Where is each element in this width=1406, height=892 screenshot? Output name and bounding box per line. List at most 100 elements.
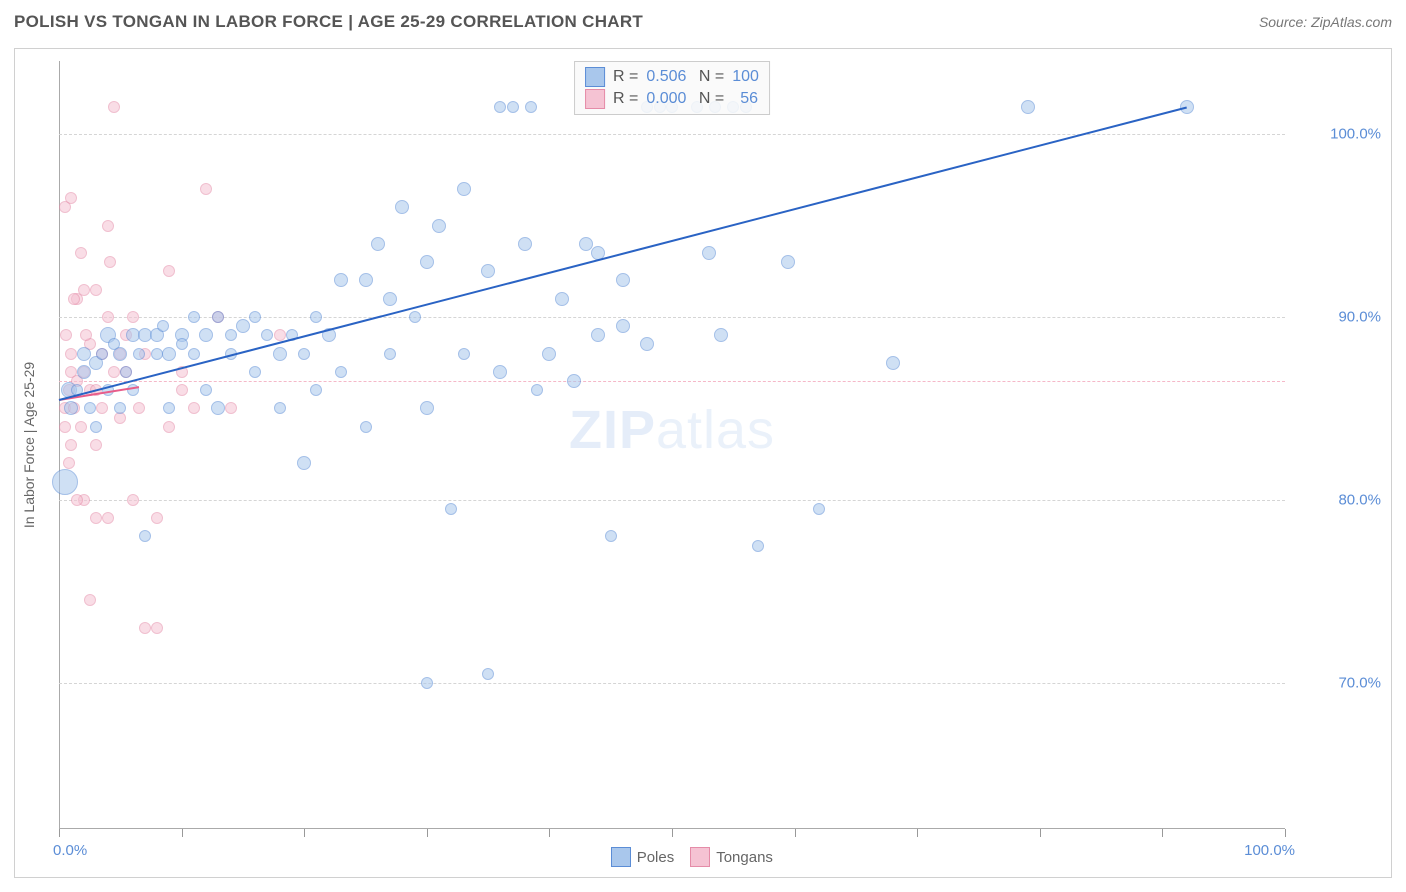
x-tick — [1285, 829, 1286, 837]
swatch-poles — [585, 67, 605, 87]
scatter-point-poles — [781, 255, 795, 269]
header: POLISH VS TONGAN IN LABOR FORCE | AGE 25… — [0, 0, 1406, 44]
scatter-point-poles — [579, 237, 593, 251]
scatter-point-poles — [236, 319, 250, 333]
scatter-point-poles — [77, 365, 91, 379]
scatter-point-poles — [162, 347, 176, 361]
scatter-point-poles — [335, 366, 347, 378]
scatter-point-tongans — [90, 439, 102, 451]
scatter-point-tongans — [108, 101, 120, 113]
scatter-point-poles — [199, 328, 213, 342]
x-tick — [1040, 829, 1041, 837]
scatter-point-tongans — [90, 284, 102, 296]
scatter-point-tongans — [139, 622, 151, 634]
scatter-point-poles — [482, 668, 494, 680]
scatter-point-tongans — [163, 421, 175, 433]
series-legend: Poles Tongans — [611, 847, 773, 867]
y-tick-label: 100.0% — [1330, 126, 1381, 143]
gridline — [59, 500, 1285, 501]
scatter-point-poles — [420, 255, 434, 269]
x-tick — [795, 829, 796, 837]
scatter-point-tongans — [78, 284, 90, 296]
scatter-point-tongans — [102, 512, 114, 524]
x-tick — [59, 829, 60, 837]
scatter-point-poles — [249, 311, 261, 323]
scatter-point-poles — [531, 384, 543, 396]
scatter-point-poles — [261, 329, 273, 341]
scatter-point-poles — [409, 311, 421, 323]
x-tick — [1162, 829, 1163, 837]
scatter-point-tongans — [104, 256, 116, 268]
scatter-point-poles — [139, 530, 151, 542]
scatter-point-tongans — [127, 494, 139, 506]
scatter-point-poles — [211, 401, 225, 415]
scatter-point-tongans — [151, 512, 163, 524]
scatter-point-poles — [525, 101, 537, 113]
scatter-point-poles — [457, 182, 471, 196]
scatter-point-poles — [151, 348, 163, 360]
scatter-point-tongans — [133, 402, 145, 414]
x-tick — [427, 829, 428, 837]
scatter-point-poles — [157, 320, 169, 332]
source-attribution: Source: ZipAtlas.com — [1259, 14, 1392, 30]
x-axis-min-label: 0.0% — [53, 842, 87, 859]
gridline — [59, 317, 1285, 318]
scatter-point-tongans — [90, 512, 102, 524]
scatter-point-poles — [458, 348, 470, 360]
scatter-point-poles — [481, 264, 495, 278]
legend-item-tongans: Tongans — [690, 847, 773, 867]
watermark-bold: ZIP — [569, 400, 656, 460]
gridline — [59, 683, 1285, 684]
legend-n-label: N = — [694, 68, 724, 86]
legend-n-tongans: 56 — [732, 90, 758, 108]
gridline-pink — [59, 381, 1285, 382]
scatter-point-tongans — [127, 311, 139, 323]
plot-border — [59, 61, 1285, 829]
scatter-point-tongans — [80, 329, 92, 341]
scatter-point-tongans — [59, 421, 71, 433]
legend-row-tongans: R = 0.000 N = 56 — [585, 88, 759, 110]
x-tick — [672, 829, 673, 837]
scatter-point-poles — [297, 456, 311, 470]
scatter-point-tongans — [65, 348, 77, 360]
scatter-point-tongans — [60, 329, 72, 341]
scatter-point-tongans — [65, 192, 77, 204]
scatter-point-poles — [298, 348, 310, 360]
scatter-point-tongans — [225, 402, 237, 414]
scatter-point-poles — [96, 348, 108, 360]
scatter-point-poles — [77, 347, 91, 361]
legend-n-label: N = — [694, 90, 724, 108]
scatter-point-poles — [605, 530, 617, 542]
scatter-point-poles — [752, 540, 764, 552]
y-tick-label: 80.0% — [1338, 491, 1381, 508]
scatter-point-tongans — [63, 457, 75, 469]
scatter-point-poles — [542, 347, 556, 361]
scatter-point-poles — [555, 292, 569, 306]
legend-n-poles: 100 — [732, 68, 759, 86]
x-tick — [549, 829, 550, 837]
scatter-point-poles — [334, 273, 348, 287]
scatter-point-poles — [113, 347, 127, 361]
scatter-point-poles — [274, 402, 286, 414]
scatter-point-tongans — [75, 421, 87, 433]
y-tick-label: 90.0% — [1338, 309, 1381, 326]
scatter-point-tongans — [84, 594, 96, 606]
legend-r-label: R = — [613, 68, 638, 86]
scatter-point-poles — [432, 219, 446, 233]
scatter-point-poles — [591, 328, 605, 342]
scatter-point-poles — [176, 338, 188, 350]
scatter-point-poles — [188, 311, 200, 323]
legend-r-tongans: 0.000 — [646, 90, 686, 108]
scatter-point-poles — [120, 366, 132, 378]
legend-row-poles: R = 0.506 N = 100 — [585, 66, 759, 88]
x-axis-max-label: 100.0% — [1244, 842, 1295, 859]
legend-r-label: R = — [613, 90, 638, 108]
scatter-point-tongans — [96, 402, 108, 414]
scatter-point-poles — [273, 347, 287, 361]
legend-r-poles: 0.506 — [646, 68, 686, 86]
scatter-point-poles — [507, 101, 519, 113]
legend-label-poles: Poles — [637, 849, 675, 866]
scatter-point-poles — [188, 348, 200, 360]
swatch-tongans — [585, 89, 605, 109]
scatter-point-tongans — [102, 220, 114, 232]
